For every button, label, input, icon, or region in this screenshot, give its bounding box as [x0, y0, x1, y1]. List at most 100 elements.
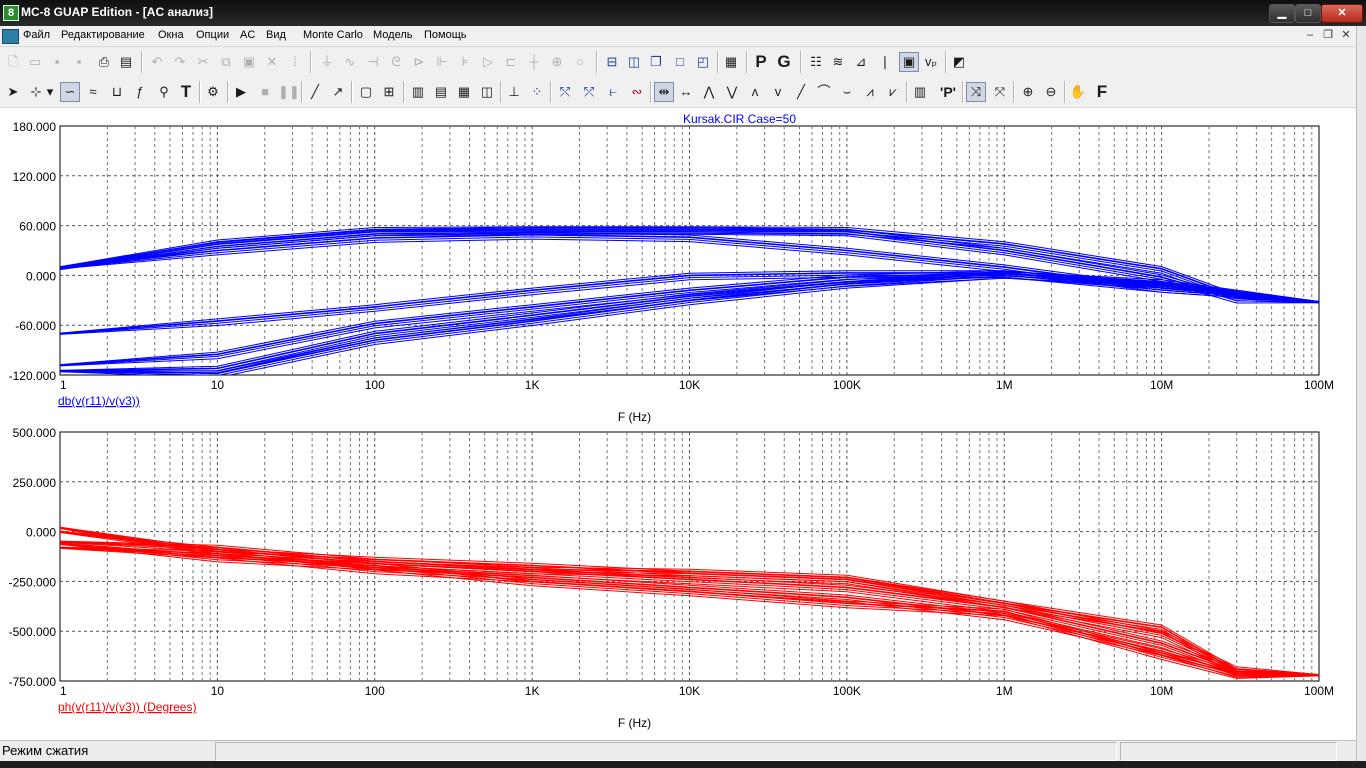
inductor-icon[interactable]: ᘓ: [391, 54, 401, 69]
tag-icon[interactable]: ⚲: [159, 84, 169, 99]
ground-icon[interactable]: ⏚: [320, 54, 334, 69]
node-icon[interactable]: ⊕: [551, 54, 563, 69]
text-tool-icon[interactable]: T: [180, 82, 192, 101]
p-icon[interactable]: P: [755, 52, 767, 71]
peak-icon[interactable]: ⋀: [703, 84, 715, 99]
line-icon[interactable]: ╱: [311, 84, 319, 99]
trace-icon[interactable]: ∽: [60, 82, 80, 102]
scale-icon[interactable]: ⊹: [30, 84, 42, 99]
probe-icon[interactable]: ❘: [879, 54, 891, 69]
point-tag-icon[interactable]: 'P': [940, 84, 956, 100]
print-preview-icon[interactable]: ▤: [119, 54, 133, 69]
menu-model[interactable]: Модель: [373, 29, 413, 41]
source-icon[interactable]: ○: [576, 54, 584, 69]
opamp-icon[interactable]: ▷: [483, 54, 493, 69]
scope-y-icon[interactable]: ⤧: [994, 84, 1006, 99]
maximize-button[interactable]: □: [1295, 4, 1321, 23]
valley-icon[interactable]: ⋁: [726, 84, 738, 99]
curve-icon[interactable]: ⥼: [609, 84, 617, 99]
document-icon[interactable]: [2, 29, 19, 44]
mdi-minimize-button[interactable]: –: [1306, 29, 1314, 41]
diode-icon[interactable]: ⊳: [413, 54, 425, 69]
tile-horizontal-icon[interactable]: ⊟: [606, 54, 618, 69]
trace-label[interactable]: ph(v(r11)/v(v3)) (Degrees): [58, 700, 196, 714]
menu-edit[interactable]: Редактирование: [61, 29, 145, 41]
app-icon[interactable]: 8: [3, 5, 19, 21]
menu-help[interactable]: Помощь: [424, 29, 467, 41]
low-icon[interactable]: v: [774, 84, 782, 99]
new-file-icon[interactable]: 🗋: [7, 54, 19, 69]
delete-icon[interactable]: ✕: [266, 54, 278, 69]
ac-analysis-plots[interactable]: 180.000 120.000 60.000 0.000 -60.000 -120.000…: [0, 108, 1356, 739]
bracket-icon[interactable]: ⊔: [111, 84, 123, 99]
resistor-icon[interactable]: ∿: [344, 54, 356, 69]
valley2-icon[interactable]: ⌣: [842, 84, 852, 99]
calculator-icon[interactable]: ▦: [724, 54, 738, 69]
font-icon[interactable]: F: [1096, 82, 1108, 101]
rectangle-icon[interactable]: ▢: [359, 84, 373, 99]
battery-icon[interactable]: ⊩: [436, 54, 448, 69]
tile-vertical-icon[interactable]: ◫: [627, 54, 641, 69]
menu-options[interactable]: Опции: [196, 29, 230, 41]
trace-label[interactable]: db(v(r11)/v(v3)): [58, 394, 140, 408]
print-icon[interactable]: ⎙: [98, 54, 110, 69]
capacitor-icon[interactable]: ⊣: [367, 54, 379, 69]
mdi-close-button[interactable]: ✕: [1341, 29, 1351, 41]
maximize-window-icon[interactable]: □: [676, 54, 684, 69]
menu-ac[interactable]: AC: [240, 29, 256, 41]
scope-x-icon[interactable]: ⤨: [966, 82, 986, 102]
vp-icon[interactable]: vₚ: [924, 54, 938, 69]
stop-icon[interactable]: ■: [261, 84, 269, 99]
mdi-restore-button[interactable]: ❐: [1323, 29, 1333, 41]
pause-icon[interactable]: ❚❚: [278, 84, 300, 99]
slope-icon[interactable]: ╱: [797, 84, 805, 99]
function-icon[interactable]: ƒ: [136, 84, 144, 99]
peak-left-icon[interactable]: ⤲: [559, 84, 571, 99]
minimize-button[interactable]: ▁: [1269, 4, 1295, 23]
select-all-icon[interactable]: ⁞: [293, 54, 297, 69]
save-all-icon[interactable]: ▪: [76, 54, 82, 69]
grid-3-icon[interactable]: ▦: [457, 84, 471, 99]
pan-icon[interactable]: ✋: [1069, 84, 1087, 99]
plot-area[interactable]: 180.000 120.000 60.000 0.000 -60.000 -120.000…: [0, 108, 1356, 739]
multi-peak-icon[interactable]: ⩘: [866, 84, 874, 99]
save-icon[interactable]: ▪: [54, 54, 60, 69]
split-window-icon[interactable]: ◰: [696, 54, 710, 69]
cursor-right-icon[interactable]: ↔: [679, 84, 693, 99]
grid-1-icon[interactable]: ▥: [411, 84, 425, 99]
tokens-icon[interactable]: ⊥: [508, 84, 520, 99]
inflection-icon[interactable]: ⌒: [817, 84, 831, 99]
scatter-icon[interactable]: ⁘: [531, 84, 543, 99]
run-icon[interactable]: ▶: [236, 84, 246, 99]
multi-valley-icon[interactable]: ⩗: [889, 84, 897, 99]
switch-icon[interactable]: ⊏: [505, 54, 517, 69]
tab-dropdown-icon[interactable]: ▾: [46, 84, 54, 99]
undo-icon[interactable]: ↶: [151, 54, 163, 69]
cascade-icon[interactable]: ❐: [650, 54, 662, 69]
menu-file[interactable]: Файл: [23, 29, 51, 41]
arrow-icon[interactable]: ↗: [332, 84, 344, 99]
zoom-out-icon[interactable]: ⊖: [1045, 84, 1057, 99]
high-icon[interactable]: ʌ: [751, 84, 759, 99]
waveform-edit-icon[interactable]: ≈: [89, 84, 97, 99]
open-file-icon[interactable]: ▭: [28, 54, 42, 69]
paste-icon[interactable]: ▣: [242, 54, 256, 69]
waveform-icon[interactable]: ≋: [832, 54, 844, 69]
redo-icon[interactable]: ↷: [174, 54, 186, 69]
wire-icon[interactable]: ┼: [529, 54, 539, 69]
zoom-window-icon[interactable]: ◩: [952, 54, 966, 69]
close-button[interactable]: ✕: [1321, 4, 1363, 23]
peak-right-icon[interactable]: ⤱: [583, 84, 595, 99]
zoom-in-icon[interactable]: ⊕: [1022, 84, 1034, 99]
grid-2-icon[interactable]: ▤: [434, 84, 448, 99]
properties-icon[interactable]: ⚙: [207, 84, 219, 99]
numeric-icon[interactable]: ▥: [913, 84, 927, 99]
plot-window-icon[interactable]: ▣: [899, 52, 919, 72]
menu-view[interactable]: Вид: [266, 29, 286, 41]
curve-red-icon[interactable]: ∾: [631, 84, 643, 99]
copy-icon[interactable]: ⧉: [221, 54, 231, 69]
cursor-left-icon[interactable]: ⇹: [654, 82, 674, 102]
menu-monte-carlo[interactable]: Monte Carlo: [303, 29, 363, 41]
table-icon[interactable]: ☷: [810, 54, 822, 69]
npn-icon[interactable]: ⊧: [461, 54, 469, 69]
